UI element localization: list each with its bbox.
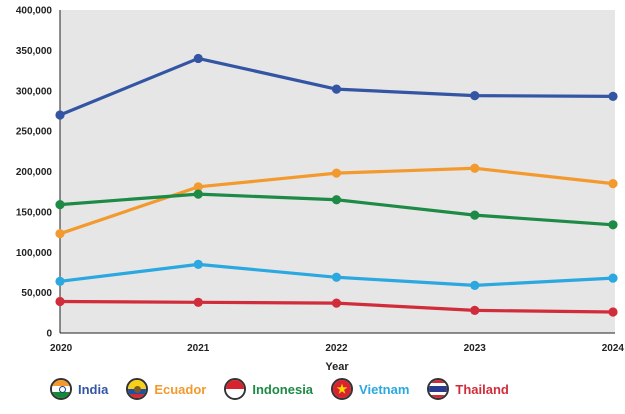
y-tick-label: 250,000: [16, 127, 53, 138]
y-tick-label: 50,000: [21, 288, 52, 299]
x-axis-title: Year: [325, 361, 349, 373]
x-tick-label: 2020: [50, 343, 73, 354]
y-tick-label: 400,000: [16, 6, 53, 17]
legend-label: Indonesia: [252, 381, 314, 397]
x-tick-labels: 2020 2021 2022 2023 2024: [50, 343, 624, 354]
data-point-vietnam: [331, 272, 342, 282]
y-tick-label: 150,000: [16, 207, 53, 218]
y-tick-label: 350,000: [16, 46, 53, 57]
thailand-flag-icon: [427, 378, 450, 400]
data-point-indonesia: [470, 210, 480, 220]
data-point-vietnam: [55, 276, 65, 286]
series-points: [55, 53, 618, 317]
legend: India Ecuador Indonesia ★ Vietnam Thailand: [50, 378, 509, 400]
legend-item-india: India: [50, 378, 108, 400]
legend-item-vietnam: ★ Vietnam: [331, 378, 409, 400]
legend-item-ecuador: Ecuador: [126, 378, 206, 400]
legend-label: Ecuador: [154, 381, 207, 397]
data-point-thailand: [331, 298, 342, 308]
x-tick-label: 2024: [602, 343, 625, 354]
data-point-indonesia: [193, 189, 203, 199]
data-point-indonesia: [331, 195, 342, 205]
data-point-indonesia: [55, 200, 65, 210]
vietnam-flag-icon: ★: [331, 378, 354, 400]
data-point-ecuador: [193, 182, 203, 192]
y-tick-label: 300,000: [16, 86, 53, 97]
data-point-ecuador: [608, 179, 618, 189]
data-point-vietnam: [608, 273, 618, 283]
y-tick-label: 200,000: [16, 167, 53, 178]
data-point-thailand: [55, 296, 65, 307]
data-point-ecuador: [55, 229, 65, 239]
legend-label: India: [78, 381, 109, 397]
ecuador-flag-icon: [126, 378, 149, 400]
india-flag-icon: [50, 378, 72, 400]
y-tick-labels: 0 50,000 100,000 150,000 200,000 250,000 300,0…: [16, 6, 53, 340]
data-point-ecuador: [470, 163, 480, 173]
legend-label: Thailand: [455, 381, 509, 397]
data-point-ecuador: [331, 168, 342, 178]
data-point-india: [55, 110, 65, 120]
data-point-thailand: [470, 305, 480, 315]
data-point-indonesia: [608, 220, 618, 230]
y-tick-label: 0: [46, 329, 52, 340]
data-point-thailand: [193, 297, 203, 307]
data-point-vietnam: [193, 259, 203, 269]
x-tick-label: 2023: [464, 343, 487, 354]
data-point-india: [470, 90, 480, 101]
data-point-india: [193, 53, 203, 64]
y-tick-label: 100,000: [16, 248, 53, 259]
data-point-india: [331, 84, 342, 94]
indonesia-flag-icon: [224, 378, 247, 400]
legend-label: Vietnam: [359, 381, 410, 397]
data-point-india: [608, 91, 618, 102]
data-point-vietnam: [470, 280, 480, 290]
data-point-thailand: [608, 307, 618, 317]
legend-item-thailand: Thailand: [427, 378, 509, 400]
legend-item-indonesia: Indonesia: [224, 378, 313, 400]
x-tick-label: 2021: [187, 343, 210, 354]
x-tick-label: 2022: [325, 343, 348, 354]
